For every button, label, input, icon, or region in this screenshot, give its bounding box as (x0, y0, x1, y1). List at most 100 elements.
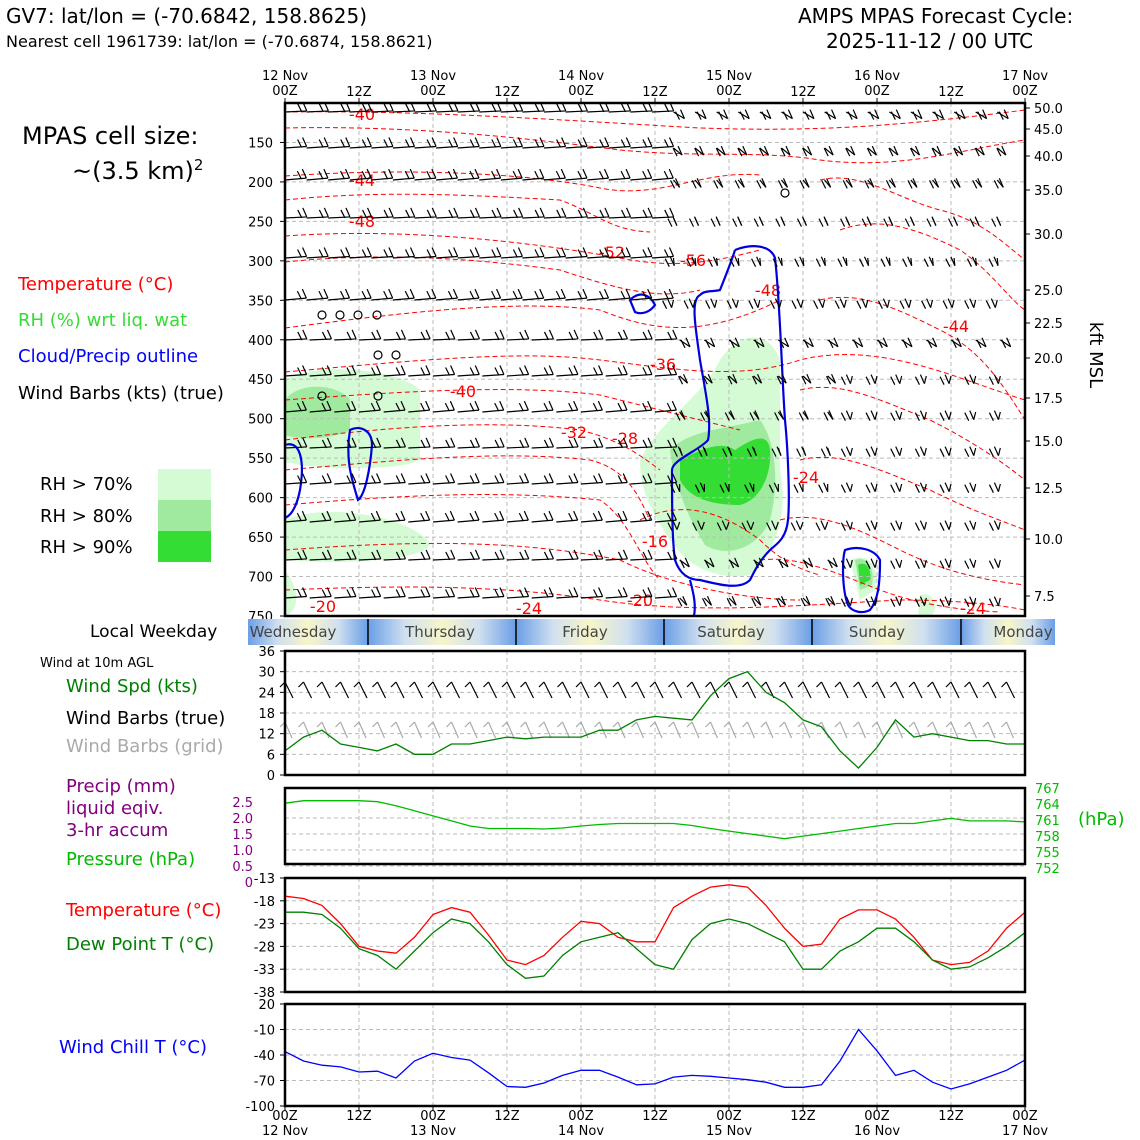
wind-barb-feather (847, 178, 853, 188)
wind-barb-feather (499, 549, 505, 560)
wind-barb-shaft (608, 145, 631, 149)
wind-barb-shaft (284, 145, 307, 149)
wind-barb-feather (539, 247, 545, 257)
wind-barb-shaft (716, 111, 728, 120)
wind-barb (309, 329, 333, 341)
wind-barb-feather (820, 520, 826, 530)
wind-barb-feather (704, 559, 710, 569)
wind-barb (482, 549, 505, 561)
temperature-contour-label: -20 (310, 597, 336, 616)
wind-barb-feather (318, 209, 324, 219)
wind-barb-feather (766, 522, 772, 531)
wind-barb (482, 437, 505, 449)
wind-barb-feather (670, 180, 676, 189)
weekday-name: Friday (562, 623, 608, 641)
wind-barb-feather (523, 400, 529, 411)
wind-barb-shaft (392, 110, 415, 113)
wind-barb-feather (917, 109, 923, 119)
wind-barb-shaft (759, 147, 769, 156)
wind-barb-feather (426, 170, 432, 180)
wind-barb (704, 337, 716, 349)
wind-barb (1000, 337, 1012, 349)
wind-barb (726, 298, 739, 309)
precip-label-3: 3-hr accum (66, 820, 169, 841)
wind-barb-feather (964, 412, 970, 421)
wind-barb (392, 168, 415, 181)
wind-barb-shaft (587, 297, 609, 301)
wind-barb-feather (383, 249, 389, 258)
wind-barb (724, 410, 735, 421)
wind-barb (630, 365, 653, 377)
wind-barb-feather (376, 587, 382, 597)
temperature-contour (819, 296, 1026, 421)
wind-barb-shaft (349, 255, 372, 259)
wind-barb-shaft (908, 299, 912, 308)
wind-barb-feather (568, 367, 574, 376)
wind-barb-shaft (580, 373, 603, 377)
wind-barb-shaft (432, 409, 455, 413)
temperature-contour (284, 586, 1026, 611)
wind-barb (654, 329, 678, 341)
wind-barb-feather (993, 410, 999, 420)
wind-barb (605, 510, 628, 523)
wind-barb-feather (866, 216, 872, 226)
wind-barb (408, 473, 431, 485)
wind-barb-feather (718, 111, 724, 120)
wind-barb-shaft (827, 375, 836, 384)
wind-barb-feather (691, 256, 697, 266)
wind-barb-feather (383, 103, 389, 113)
wind-barb-feather (512, 249, 518, 258)
wind-panel-barb (894, 681, 905, 699)
weekday-band (812, 619, 887, 645)
wind-barb (543, 207, 567, 219)
wind-barb-feather (388, 288, 394, 299)
wind-barb-shaft (630, 338, 653, 341)
wind-barb-feather (858, 337, 864, 348)
wind-panel-barb (501, 681, 508, 688)
wind-barb-feather (722, 448, 728, 457)
wind-barb-feather (675, 178, 681, 188)
time-tick-label-bottom: 00Z 16 Nov (854, 1109, 900, 1139)
wind-barb-shaft (358, 595, 381, 599)
wind-barb-feather (297, 439, 303, 449)
wind-panel-barb (376, 681, 387, 699)
wind-barb-feather (865, 484, 871, 493)
wind-barb (284, 437, 308, 449)
wind-barb-feather (990, 298, 996, 308)
wind-panel-grid-barb (927, 721, 933, 728)
wind-barb-shaft (651, 177, 674, 181)
wind-barb-feather (820, 256, 826, 266)
wind-barb-feather (326, 437, 333, 448)
wind-barb-feather (895, 482, 901, 492)
wind-barb-feather (945, 258, 951, 267)
wind-panel-barb (427, 681, 434, 688)
wind-barb-feather (499, 437, 505, 448)
wind-barb-shaft (358, 558, 381, 561)
wind-barb-feather (297, 589, 303, 598)
wind-barb (964, 374, 977, 385)
wind-barb-feather (603, 288, 610, 299)
pressure-tick-label: 550 (248, 452, 273, 467)
wind-barb (926, 337, 938, 349)
weekday-band (516, 619, 590, 645)
wind-barb-feather (815, 258, 821, 267)
wind-barb-feather (833, 337, 839, 348)
wind-barb (414, 168, 437, 181)
wind-barb-feather (297, 551, 303, 561)
wind-barb-feather (366, 137, 372, 147)
wind-barb (309, 549, 333, 561)
wind-barb-feather (964, 448, 970, 457)
wind-barb-feather (668, 288, 674, 299)
wind-barb (556, 437, 579, 449)
calm-wind-circle (335, 310, 345, 320)
wind-barb-feather (818, 484, 824, 493)
wind-barb (506, 437, 530, 449)
wind-barb-feather (774, 412, 780, 421)
weekday-name: Saturday (697, 623, 765, 641)
wind-barb-feather (993, 558, 999, 568)
wind-barb-shaft (392, 216, 415, 219)
wind-barb-feather (395, 367, 401, 376)
pressure-tick-label: 700 (248, 571, 273, 586)
wind-barb-feather (858, 258, 865, 267)
wind-barb-feather (371, 551, 377, 561)
